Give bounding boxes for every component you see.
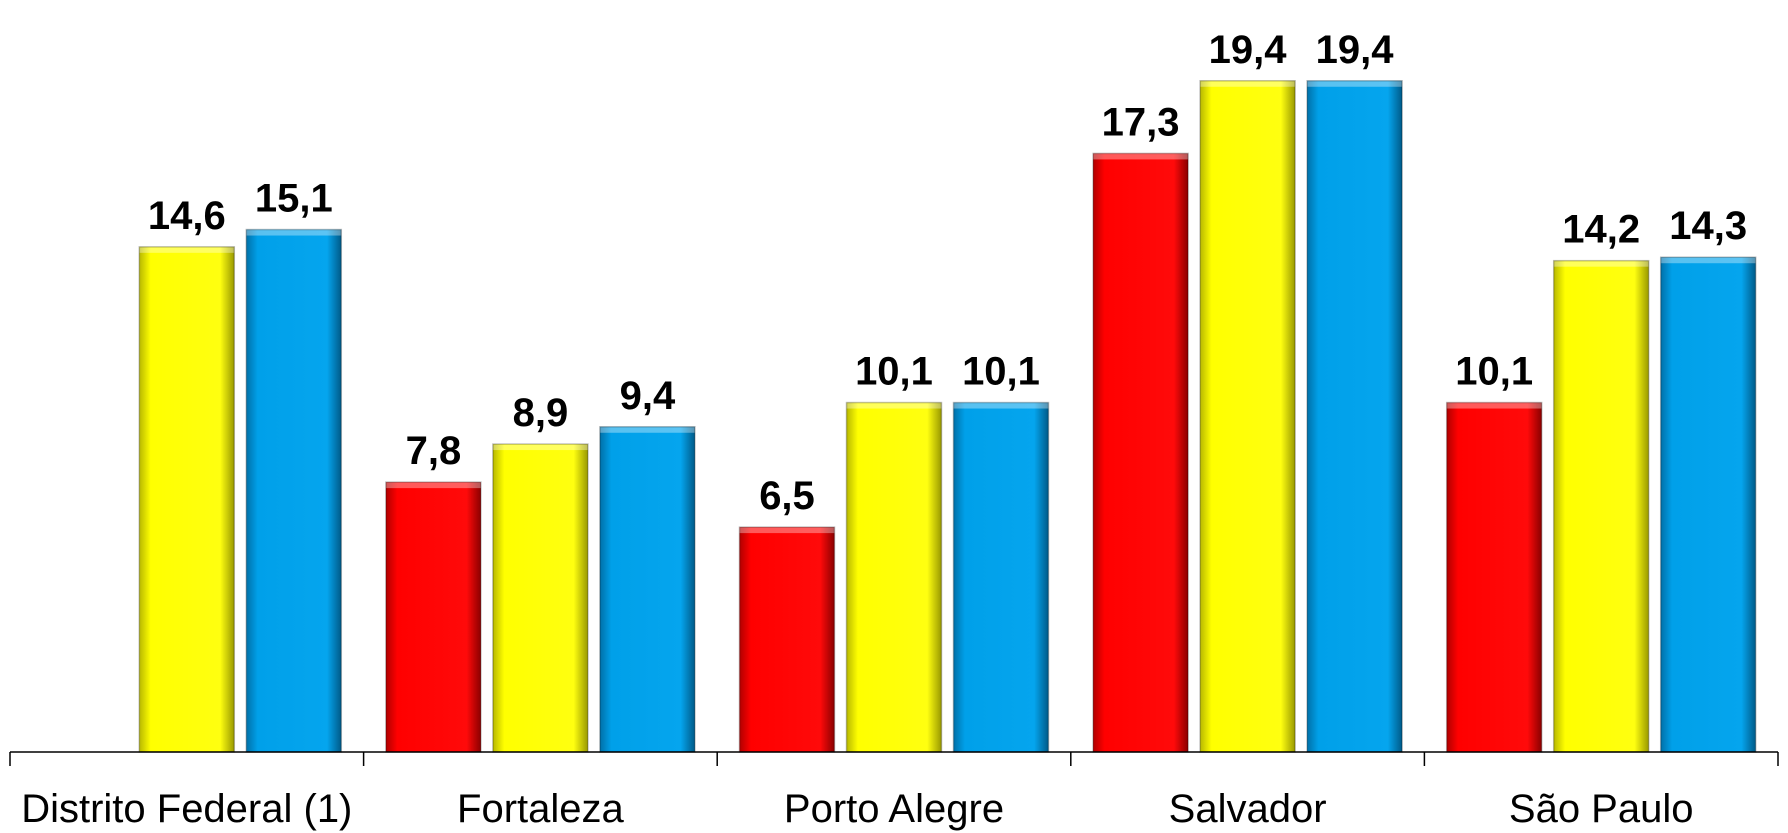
category-label-0: Distrito Federal (1) [21,787,352,831]
bars-layer [138,80,1757,753]
value-label-1-1: 8,9 [513,391,569,435]
value-labels-layer: 14,6 15,1 7,8 8,9 9,4 6,5 10,1 10,1 17,3 19,4 19,4… [148,28,1747,518]
value-label-3-1: 19,4 [1209,28,1288,72]
value-label-0-2: 15,1 [255,177,333,221]
bar-3-1 [1199,80,1296,753]
value-label-2-1: 10,1 [855,350,933,394]
value-label-1-2: 9,4 [620,374,676,418]
value-label-2-0: 6,5 [759,474,815,518]
bar-2-2 [952,401,1050,753]
value-label-4-2: 14,3 [1669,204,1747,248]
category-label-4: São Paulo [1509,787,1694,831]
value-label-4-0: 10,1 [1455,350,1533,394]
value-label-3-2: 19,4 [1316,28,1395,72]
bar-0-2 [245,228,343,753]
category-label-3: Salvador [1169,787,1327,831]
bar-4-0 [1445,401,1543,753]
bar-0-1 [138,246,236,753]
x-axis: Distrito Federal (1) Fortaleza Porto Alegr… [9,751,1779,831]
bar-1-1 [492,443,589,753]
bar-4-2 [1659,256,1757,753]
bar-2-1 [845,401,943,753]
value-label-2-2: 10,1 [962,350,1040,394]
value-label-4-1: 14,2 [1562,208,1640,252]
bar-3-0 [1092,152,1189,753]
value-label-0-1: 14,6 [148,194,226,238]
bar-2-0 [738,526,836,753]
value-label-1-0: 7,8 [406,429,462,473]
bar-1-0 [385,481,482,753]
bar-4-1 [1552,259,1650,753]
value-label-3-0: 17,3 [1102,100,1180,144]
bar-3-2 [1306,80,1403,753]
category-label-2: Porto Alegre [784,787,1004,831]
category-label-1: Fortaleza [457,787,624,831]
bar-1-2 [599,426,696,753]
